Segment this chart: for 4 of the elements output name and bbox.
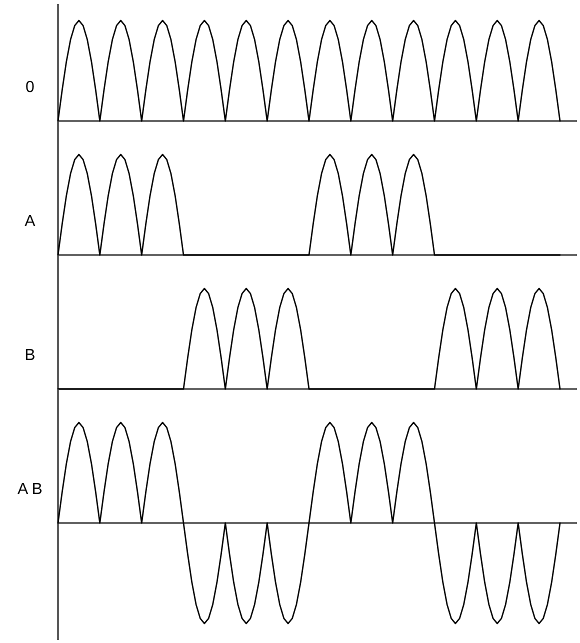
- y-axis-title: A: [24, 213, 36, 230]
- y-axis-title: 0: [26, 79, 35, 96]
- y-axis-title: A B: [18, 481, 42, 498]
- y-axis-title: B: [24, 347, 36, 364]
